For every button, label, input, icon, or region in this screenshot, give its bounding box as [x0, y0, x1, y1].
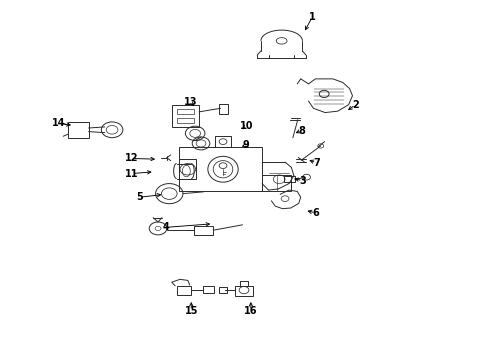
Text: 9: 9 [243, 140, 249, 150]
Text: 5: 5 [137, 192, 143, 202]
Text: 4: 4 [163, 222, 169, 232]
Text: 12: 12 [125, 153, 138, 163]
Bar [176, 118, 194, 123]
Text: 3: 3 [299, 176, 306, 186]
Text: 16: 16 [244, 306, 258, 316]
Text: 7: 7 [313, 158, 319, 168]
Bar [203, 286, 214, 293]
Bar [284, 176, 295, 182]
Text: 6: 6 [313, 208, 319, 218]
Text: 13: 13 [184, 97, 197, 107]
Bar [235, 286, 253, 296]
Text: 14: 14 [51, 118, 65, 128]
Bar [172, 105, 199, 127]
Bar [179, 147, 262, 192]
Text: 2: 2 [352, 100, 359, 110]
Bar [176, 286, 191, 295]
Text: 10: 10 [240, 121, 254, 131]
Bar [194, 226, 213, 234]
Text: 8: 8 [298, 126, 305, 135]
Bar [219, 104, 228, 114]
Bar [262, 175, 292, 192]
Bar [215, 136, 231, 147]
Text: 1: 1 [309, 12, 316, 22]
Bar [68, 122, 89, 138]
Bar [176, 109, 194, 114]
Text: 11: 11 [125, 168, 138, 179]
Text: 15: 15 [185, 306, 198, 316]
Bar [179, 159, 196, 179]
Bar [219, 287, 227, 293]
